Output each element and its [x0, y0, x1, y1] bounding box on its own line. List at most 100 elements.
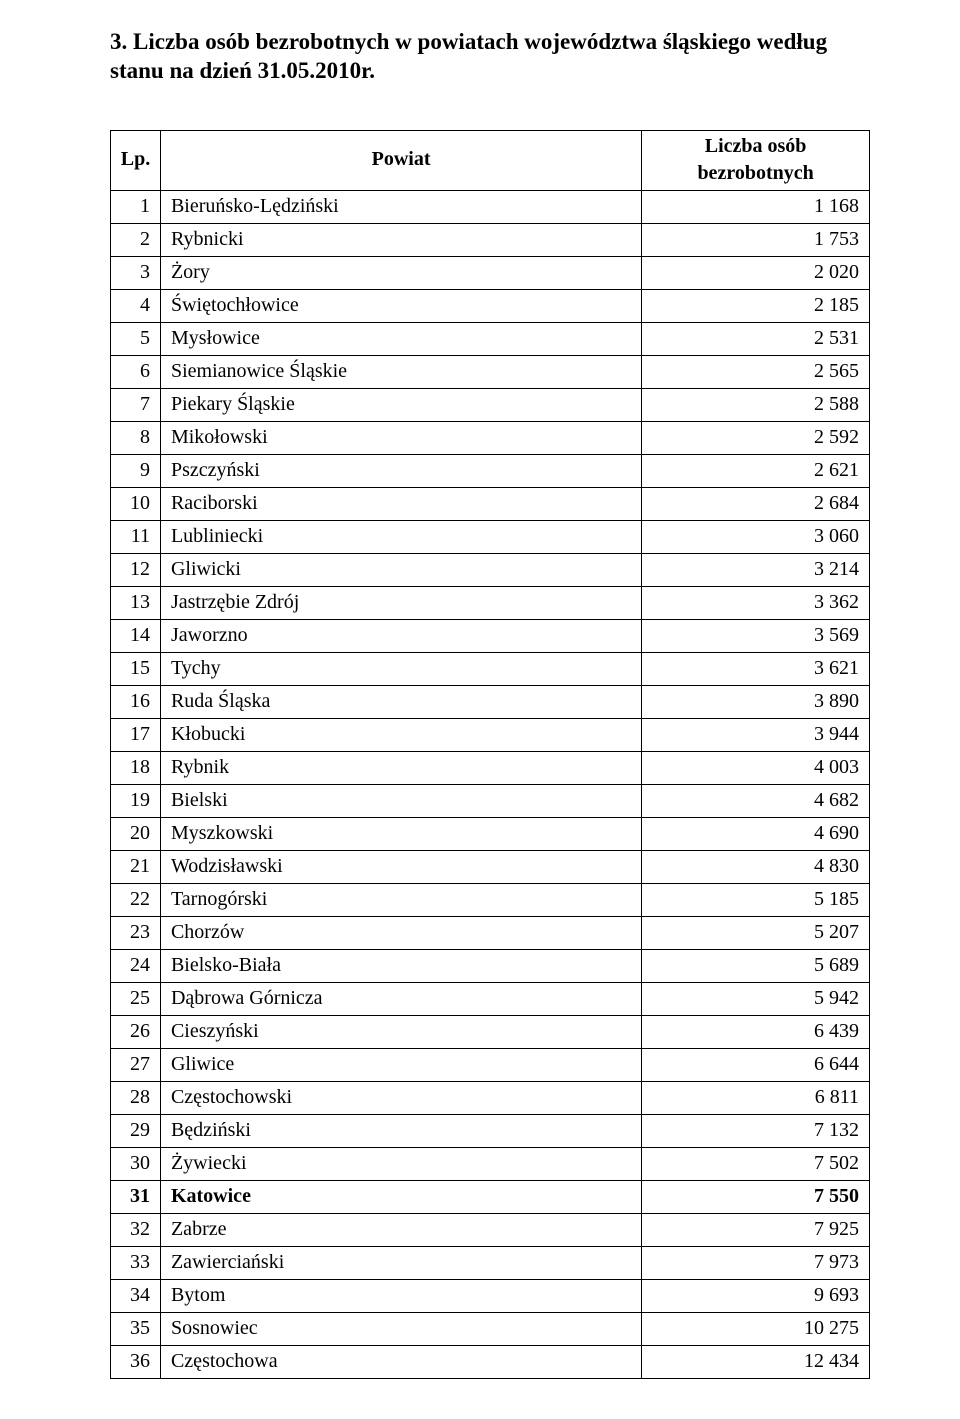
cell-powiat: Zawierciański — [160, 1246, 641, 1279]
table-row: 33Zawierciański7 973 — [111, 1246, 870, 1279]
table-row: 3Żory2 020 — [111, 256, 870, 289]
cell-powiat: Sosnowiec — [160, 1312, 641, 1345]
table-row: 28Częstochowski6 811 — [111, 1081, 870, 1114]
cell-lp: 27 — [111, 1048, 161, 1081]
cell-value: 5 942 — [642, 982, 870, 1015]
cell-value: 6 439 — [642, 1015, 870, 1048]
cell-lp: 32 — [111, 1213, 161, 1246]
cell-powiat: Mikołowski — [160, 421, 641, 454]
cell-powiat: Bytom — [160, 1279, 641, 1312]
cell-value: 4 690 — [642, 817, 870, 850]
table-row: 26Cieszyński6 439 — [111, 1015, 870, 1048]
table-row: 29Będziński7 132 — [111, 1114, 870, 1147]
cell-lp: 1 — [111, 190, 161, 223]
cell-powiat: Bieruńsko-Lędziński — [160, 190, 641, 223]
cell-value: 7 502 — [642, 1147, 870, 1180]
table-row: 11Lubliniecki3 060 — [111, 520, 870, 553]
table-row: 35Sosnowiec10 275 — [111, 1312, 870, 1345]
cell-powiat: Siemianowice Śląskie — [160, 355, 641, 388]
cell-powiat: Żory — [160, 256, 641, 289]
table-row: 15Tychy3 621 — [111, 652, 870, 685]
cell-powiat: Świętochłowice — [160, 289, 641, 322]
cell-powiat: Raciborski — [160, 487, 641, 520]
cell-lp: 9 — [111, 454, 161, 487]
cell-powiat: Myszkowski — [160, 817, 641, 850]
cell-value: 7 550 — [642, 1180, 870, 1213]
cell-value: 7 973 — [642, 1246, 870, 1279]
table-row: 20Myszkowski4 690 — [111, 817, 870, 850]
cell-powiat: Rybnik — [160, 751, 641, 784]
document-title: 3. Liczba osób bezrobotnych w powiatach … — [110, 28, 870, 86]
cell-lp: 14 — [111, 619, 161, 652]
cell-lp: 23 — [111, 916, 161, 949]
cell-value: 7 132 — [642, 1114, 870, 1147]
table-row: 21Wodzisławski4 830 — [111, 850, 870, 883]
cell-value: 5 185 — [642, 883, 870, 916]
table-row: 34Bytom9 693 — [111, 1279, 870, 1312]
table-row: 2Rybnicki1 753 — [111, 223, 870, 256]
col-header-powiat: Powiat — [160, 130, 641, 190]
table-row: 30Żywiecki7 502 — [111, 1147, 870, 1180]
cell-lp: 4 — [111, 289, 161, 322]
document-page: 3. Liczba osób bezrobotnych w powiatach … — [0, 0, 960, 1419]
cell-powiat: Mysłowice — [160, 322, 641, 355]
table-row: 32Zabrze7 925 — [111, 1213, 870, 1246]
cell-lp: 17 — [111, 718, 161, 751]
cell-lp: 35 — [111, 1312, 161, 1345]
cell-value: 3 890 — [642, 685, 870, 718]
cell-powiat: Będziński — [160, 1114, 641, 1147]
cell-powiat: Częstochowa — [160, 1345, 641, 1378]
cell-value: 3 060 — [642, 520, 870, 553]
table-row: 27Gliwice6 644 — [111, 1048, 870, 1081]
table-row: 1Bieruńsko-Lędziński1 168 — [111, 190, 870, 223]
cell-value: 4 003 — [642, 751, 870, 784]
cell-value: 7 925 — [642, 1213, 870, 1246]
cell-lp: 16 — [111, 685, 161, 718]
cell-value: 12 434 — [642, 1345, 870, 1378]
cell-value: 2 621 — [642, 454, 870, 487]
unemployment-table: Lp. Powiat Liczba osób bezrobotnych 1Bie… — [110, 130, 870, 1379]
cell-lp: 24 — [111, 949, 161, 982]
table-row: 22Tarnogórski5 185 — [111, 883, 870, 916]
cell-lp: 36 — [111, 1345, 161, 1378]
table-row: 31Katowice7 550 — [111, 1180, 870, 1213]
cell-value: 2 020 — [642, 256, 870, 289]
cell-lp: 18 — [111, 751, 161, 784]
cell-powiat: Jaworzno — [160, 619, 641, 652]
table-row: 13Jastrzębie Zdrój3 362 — [111, 586, 870, 619]
cell-lp: 25 — [111, 982, 161, 1015]
cell-value: 3 569 — [642, 619, 870, 652]
table-row: 7Piekary Śląskie2 588 — [111, 388, 870, 421]
cell-powiat: Ruda Śląska — [160, 685, 641, 718]
cell-lp: 15 — [111, 652, 161, 685]
table-row: 10Raciborski2 684 — [111, 487, 870, 520]
cell-lp: 30 — [111, 1147, 161, 1180]
cell-lp: 12 — [111, 553, 161, 586]
cell-value: 5 207 — [642, 916, 870, 949]
table-row: 6Siemianowice Śląskie2 565 — [111, 355, 870, 388]
cell-value: 6 811 — [642, 1081, 870, 1114]
cell-powiat: Dąbrowa Górnicza — [160, 982, 641, 1015]
table-row: 9Pszczyński2 621 — [111, 454, 870, 487]
cell-powiat: Zabrze — [160, 1213, 641, 1246]
cell-value: 2 565 — [642, 355, 870, 388]
cell-value: 6 644 — [642, 1048, 870, 1081]
cell-powiat: Cieszyński — [160, 1015, 641, 1048]
cell-powiat: Rybnicki — [160, 223, 641, 256]
cell-lp: 19 — [111, 784, 161, 817]
cell-lp: 8 — [111, 421, 161, 454]
cell-lp: 21 — [111, 850, 161, 883]
table-row: 24Bielsko-Biała5 689 — [111, 949, 870, 982]
table-header-row: Lp. Powiat Liczba osób bezrobotnych — [111, 130, 870, 190]
cell-powiat: Gliwicki — [160, 553, 641, 586]
cell-powiat: Lubliniecki — [160, 520, 641, 553]
cell-lp: 5 — [111, 322, 161, 355]
cell-value: 4 830 — [642, 850, 870, 883]
cell-powiat: Bielsko-Biała — [160, 949, 641, 982]
table-row: 4Świętochłowice2 185 — [111, 289, 870, 322]
cell-value: 1 168 — [642, 190, 870, 223]
cell-value: 4 682 — [642, 784, 870, 817]
cell-value: 2 185 — [642, 289, 870, 322]
cell-lp: 2 — [111, 223, 161, 256]
cell-powiat: Pszczyński — [160, 454, 641, 487]
